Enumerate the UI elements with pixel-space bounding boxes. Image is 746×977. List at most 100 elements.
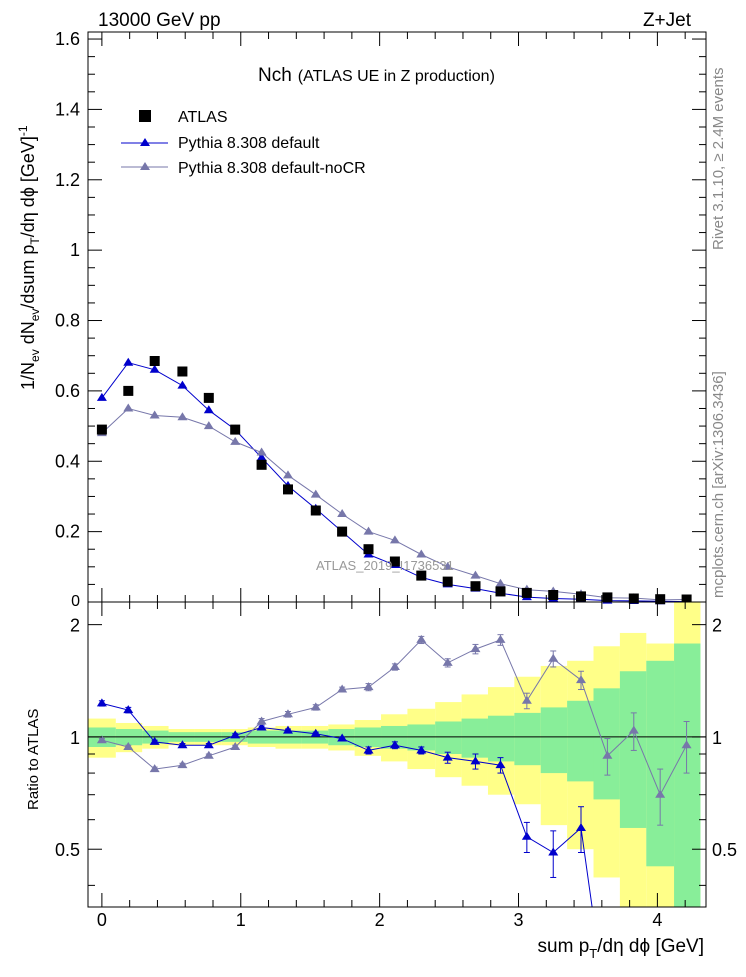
watermark: ATLAS_2019_I1736531 — [316, 558, 454, 573]
main-mc-point — [363, 526, 374, 535]
ratio-series-line — [101, 702, 593, 908]
ratio-point — [310, 728, 321, 737]
ratio-y-tick-label-right: 1 — [712, 728, 722, 748]
ratio-band-green — [674, 643, 701, 908]
main-data-point — [576, 591, 586, 602]
source-label: mcplots.cern.ch [arXiv:1306.3436] — [710, 371, 727, 598]
ratio-band-green — [593, 688, 620, 800]
ratio-band-green — [567, 700, 594, 782]
legend-marker-atlas — [139, 110, 151, 122]
ratio-point — [442, 657, 453, 666]
ratio-point — [416, 745, 427, 754]
ratio-point — [282, 709, 293, 718]
ratio-plot-frame — [87, 601, 707, 908]
x-tick-label: 0 — [97, 910, 107, 930]
x-tick-label: 3 — [514, 910, 524, 930]
ratio-point — [282, 725, 293, 734]
main-mc-point — [123, 403, 134, 412]
ratio-point — [149, 764, 160, 773]
ratio-point — [628, 725, 639, 734]
ratio-point — [337, 733, 348, 742]
main-mc-point — [123, 357, 134, 366]
process-label: Z+Jet — [643, 10, 692, 31]
rivet-label: Rivet 3.1.10, ≥ 2.4M events — [710, 68, 727, 251]
ratio-point — [548, 847, 559, 856]
ratio-y-tick-label: 0.5 — [55, 840, 80, 860]
ratio-point — [256, 716, 267, 725]
main-mc-point — [337, 509, 348, 518]
ratio-point — [123, 741, 134, 750]
ratio-point — [337, 684, 348, 693]
ratio-point — [149, 736, 160, 745]
main-data-point — [230, 424, 241, 435]
legend: ATLAS Pythia 8.308 default Pythia 8.308 … — [121, 109, 366, 177]
main-plot: 0.2 0.4 0.6 0.8 1 1.2 1.4 1.6 0 Nch (ATLAS UE in … — [16, 29, 707, 610]
ratio-band-green — [540, 707, 568, 774]
ratio-point — [495, 634, 506, 643]
ratio-point — [521, 695, 532, 704]
y-tick-label: 0.6 — [55, 381, 80, 401]
ratio-point — [256, 722, 267, 731]
main-data-point — [283, 484, 293, 495]
ratio-point — [203, 750, 214, 759]
main-mc-point — [177, 412, 188, 421]
ratio-band-green — [619, 671, 647, 828]
main-data-point — [470, 581, 481, 592]
main-data-point — [337, 526, 348, 537]
main-mc-point — [230, 436, 241, 445]
main-ylabel: 1/Nev dNev/dsum pT/dη dϕ [GeV]-1 — [16, 125, 42, 390]
main-data-point — [203, 392, 214, 403]
main-data-point — [310, 505, 321, 516]
main-mc-point — [96, 392, 107, 401]
y-tick-label: 0.8 — [55, 311, 80, 331]
ratio-plot-marks — [88, 602, 706, 908]
ratio-y-tick-label: 1 — [70, 728, 80, 748]
main-data-point — [177, 366, 188, 377]
ratio-point — [576, 822, 587, 831]
legend-label-nocr: Pythia 8.308 default-noCR — [178, 160, 366, 177]
x-tick-label: 2 — [375, 910, 385, 930]
main-data-point — [681, 594, 692, 605]
main-data-point — [495, 586, 506, 597]
ratio-plot: 0.5 0.5 1 1 2 2 0 1 2 3 4 Ratio to ATLAS — [25, 601, 737, 930]
main-plot-axes: 0.2 0.4 0.6 0.8 1 1.2 1.4 1.6 0 — [55, 29, 706, 610]
main-mc-point — [442, 561, 453, 570]
main-title: Nch (ATLAS UE in Z production) — [258, 65, 495, 86]
ratio-point — [203, 740, 214, 749]
ratio-point — [416, 634, 427, 643]
ratio-point — [655, 789, 666, 798]
ratio-point — [389, 661, 400, 670]
ratio-point — [363, 745, 374, 754]
x-tick-label: 4 — [652, 910, 662, 930]
ratio-point — [470, 756, 481, 765]
main-data-point — [363, 544, 374, 555]
main-mc-point — [416, 549, 427, 558]
ratio-plot-axes: 0.5 0.5 1 1 2 2 0 1 2 3 4 — [55, 602, 737, 930]
ratio-band-green — [461, 718, 488, 758]
ratio-point — [230, 730, 241, 739]
legend-marker-nocr — [140, 162, 150, 170]
ratio-y-tick-label-right: 0.5 — [712, 840, 737, 860]
ratio-y-tick-label: 2 — [70, 616, 80, 636]
ratio-point — [495, 760, 506, 769]
main-data-point — [256, 459, 267, 470]
main-data-point — [149, 356, 160, 366]
main-data-point — [521, 587, 532, 598]
ratio-point — [177, 740, 188, 749]
main-title-name: Nch — [258, 65, 292, 86]
main-mc-point — [256, 452, 267, 461]
legend-label-default: Pythia 8.308 default — [178, 135, 320, 152]
main-mc-point — [310, 489, 321, 498]
y-tick-label: 0.2 — [55, 522, 80, 542]
main-mc-point — [256, 447, 267, 456]
legend-marker-default — [140, 138, 150, 146]
main-mc-point — [389, 535, 400, 544]
ratio-point — [96, 698, 107, 707]
ratio-point — [442, 752, 453, 761]
y-tick-label-zero: 0 — [71, 593, 80, 610]
xlabel: sum pT/dη dϕ [GeV] — [538, 936, 704, 961]
main-data-point — [655, 594, 666, 605]
ratio-point — [548, 653, 559, 662]
ratio-point — [310, 702, 321, 711]
